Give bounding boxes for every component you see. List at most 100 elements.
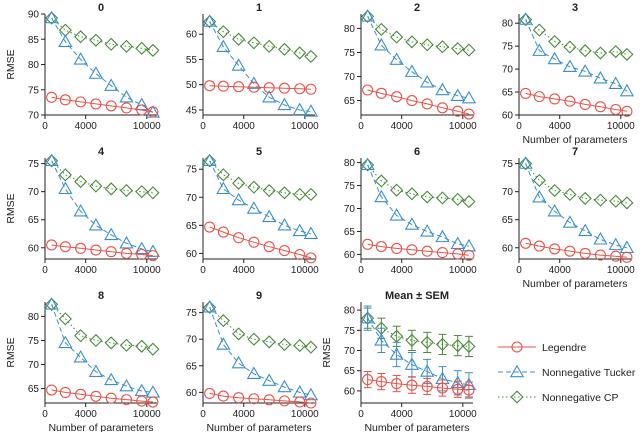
data-point [105,392,117,404]
data-point [518,156,533,169]
data-point [75,388,87,400]
y-tick-label: 80 [28,60,40,71]
y-tick-label: 60 [186,249,198,260]
y-tick-label: 60 [344,386,356,397]
series-line [525,92,627,112]
y-tick-label: 60 [186,30,198,41]
data-point [579,247,591,259]
data-point [578,223,593,237]
data-point [547,203,562,217]
data-point [248,393,260,405]
data-point [216,168,230,182]
data-point [532,189,547,203]
data-point [436,247,449,259]
y-tick-label: 60 [28,243,40,254]
y-tick-label: 75 [28,85,40,96]
panel-title: 0 [98,2,104,14]
data-point [608,76,623,89]
x-tick-label: 10000 [133,265,161,276]
series-legendre [204,387,317,409]
data-point [277,186,292,200]
data-point [374,174,388,188]
y-tick-label: 55 [186,55,198,66]
data-point [217,226,229,238]
x-tick-label: 10000 [449,121,477,132]
data-point [46,384,58,396]
data-point [436,102,449,114]
data-point [405,35,419,49]
x-axis-label: Number of parameters [364,422,469,432]
data-point [104,182,118,196]
data-point [452,105,464,117]
data-point [146,43,160,57]
data-point [44,153,59,167]
data-point [45,11,59,25]
x-tick-label: 4000 [233,409,256,420]
data-point [435,337,450,351]
data-point [374,37,389,51]
data-point [73,203,88,217]
x-tick-label: 4000 [391,265,414,276]
x-tick-label: 10000 [607,121,635,132]
data-point [520,237,532,249]
y-axis-label: RMSE [321,337,333,367]
x-tick-label: 4000 [75,265,98,276]
panel-8: 8 65 70 75 80 0 4000 10000 RMSE Number of paramet… [5,290,161,434]
series-line [51,17,154,113]
y-tick-label: 65 [502,215,514,226]
data-point [293,187,307,202]
series-tucker [518,12,635,97]
y-tick-label: 75 [502,159,514,170]
y-tick-label: 75 [344,181,356,192]
x-axis-label: Number of parameters [48,422,153,432]
x-tick-label: 10000 [291,265,319,276]
data-point [305,252,317,264]
data-point [247,180,261,194]
data-point [203,14,217,29]
data-point [420,224,435,237]
data-point [593,232,608,245]
data-point [579,98,591,110]
data-point [608,237,623,251]
series-cp [203,14,318,63]
y-tick-label: 65 [28,384,40,395]
y-axis-label: RMSE [5,337,17,367]
y-tick-label: 70 [502,187,514,198]
data-point [263,394,275,406]
data-point [59,94,71,106]
data-point [262,183,276,198]
legend: Legendre Nonnegative Tucker Nonnegative CP [498,341,636,404]
y-tick-label: 70 [28,187,40,198]
data-point [135,339,149,353]
series-legendre [46,91,159,118]
data-point [375,376,387,388]
data-point [304,187,318,202]
y-tick-label: 45 [186,105,198,116]
panel-title: 2 [414,2,420,14]
data-point [262,209,277,223]
data-point [246,366,262,379]
data-point [461,90,477,104]
y-tick-label: 70 [186,193,198,204]
data-point [564,245,576,257]
data-point [58,312,72,326]
x-tick-label: 0 [200,265,206,276]
data-point [293,46,307,60]
data-point [562,59,578,72]
data-point [90,244,102,256]
data-point [231,355,246,369]
data-point [294,83,306,95]
data-point [277,379,292,393]
series-line [209,160,311,195]
data-point [104,336,118,350]
data-point [621,251,633,263]
y-tick-label: 60 [502,111,514,122]
data-point [216,39,231,53]
data-point [520,87,532,99]
panel-3: 3 60 65 70 75 80 0 4000 10000 Number of parameter… [502,2,635,146]
panel-title: Mean ± SEM [385,290,449,302]
y-tick-label: 80 [502,19,514,30]
data-point [548,34,562,49]
data-point [563,187,577,202]
